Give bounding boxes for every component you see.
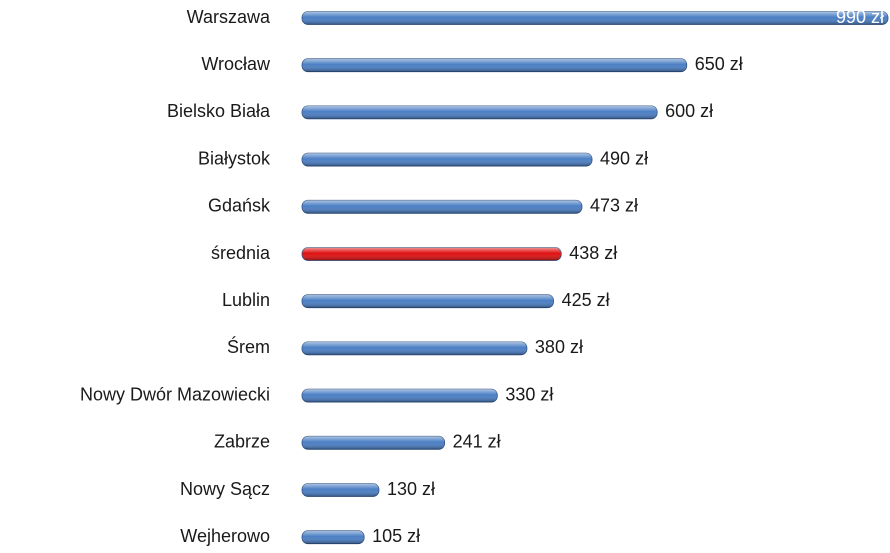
category-label: Nowy Dwór Mazowiecki [80, 384, 270, 404]
value-label: 130 zł [387, 479, 435, 499]
value-label: 990 zł [836, 7, 884, 27]
bar-shine [302, 341, 527, 355]
value-label: 438 zł [569, 243, 617, 263]
bar-shine [302, 58, 687, 72]
value-label: 425 zł [562, 290, 610, 310]
value-label: 330 zł [505, 384, 553, 404]
value-label: 380 zł [535, 337, 583, 357]
value-label: 473 zł [590, 196, 638, 216]
category-label: średnia [211, 243, 271, 263]
bar-shine [302, 200, 582, 214]
category-label: Bielsko Biała [167, 101, 271, 121]
category-label: Warszawa [187, 7, 271, 27]
bar-shine [302, 294, 554, 308]
bar-shine [302, 389, 498, 403]
bar-shine [302, 247, 562, 261]
category-label: Nowy Sącz [180, 479, 270, 499]
bar-shine [302, 105, 658, 119]
bar-shine [302, 530, 365, 544]
category-label: Białystok [198, 148, 271, 168]
category-label: Zabrze [214, 432, 270, 452]
value-label: 600 zł [665, 101, 713, 121]
category-label: Wejherowo [180, 526, 270, 546]
bar-shine [302, 436, 445, 450]
value-label: 490 zł [600, 148, 648, 168]
value-label: 105 zł [372, 526, 420, 546]
bar-shine [302, 483, 379, 497]
category-label: Śrem [227, 336, 270, 357]
category-label: Gdańsk [208, 196, 271, 216]
category-label: Lublin [222, 290, 270, 310]
value-label: 241 zł [453, 432, 501, 452]
value-label: 650 zł [695, 54, 743, 74]
category-label: Wrocław [201, 54, 271, 74]
bar-shine [302, 11, 888, 25]
bar-shine [302, 153, 593, 167]
